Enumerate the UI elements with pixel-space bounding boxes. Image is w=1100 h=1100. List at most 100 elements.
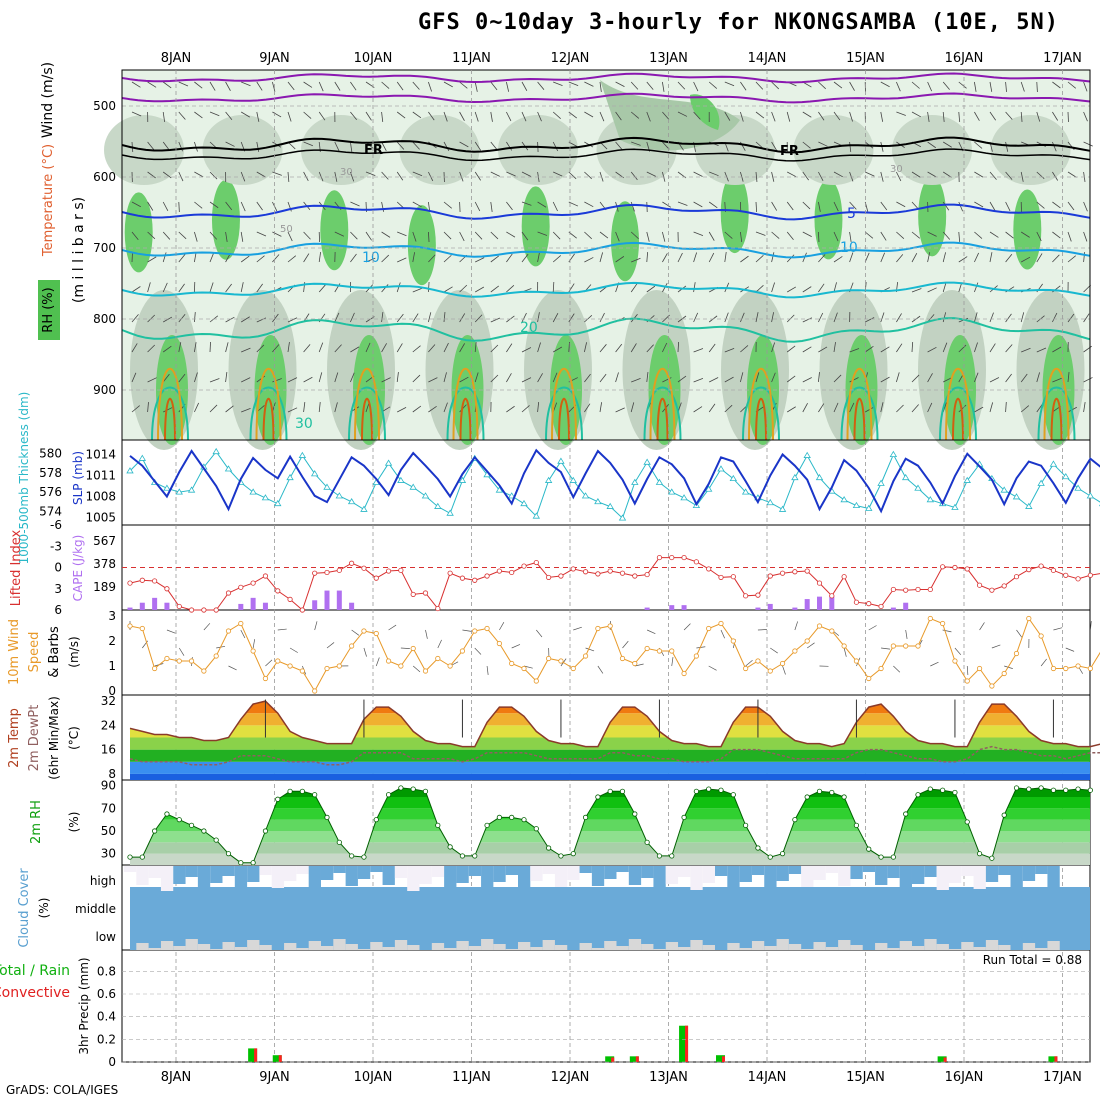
cloud-high-bar [604, 866, 617, 879]
cloud-low-bar [394, 940, 408, 950]
cloud-high-bar [764, 866, 777, 888]
wind10-barb [683, 623, 691, 631]
wind-barb [942, 342, 948, 353]
wind-barb [396, 81, 404, 91]
cloud-high-bar [394, 866, 408, 878]
temp-band [130, 761, 1090, 774]
precip-conv-bar [611, 1057, 615, 1062]
temp-tick: 32 [101, 694, 116, 708]
wind-barb [896, 372, 900, 383]
wind-barb [693, 231, 704, 236]
cloud-high-bar [284, 866, 297, 881]
wind10-barb [905, 629, 908, 639]
wind10-speed-line-marker [312, 688, 318, 694]
wind-barb [880, 252, 886, 263]
wind-barb [708, 252, 715, 263]
rh-line-marker [829, 789, 835, 796]
wind-barb [1052, 254, 1060, 263]
wind-barb [303, 111, 312, 119]
wind-barb [350, 81, 357, 91]
wind-barb [662, 111, 670, 120]
rh-line-marker [976, 851, 983, 857]
wind-barb [849, 231, 852, 242]
isotherm-30 [945, 368, 971, 441]
wind-barb [459, 81, 468, 89]
cloud-high-bar [247, 866, 260, 882]
cloud-low-bar [468, 946, 482, 950]
wind-barb [786, 345, 796, 353]
wind-barb [147, 201, 154, 211]
cloud-high-bar [444, 866, 457, 890]
wind-barb [771, 282, 775, 293]
wind-barb [474, 111, 479, 122]
date-label-top: 8JAN [161, 51, 192, 66]
wind-barb [303, 171, 309, 182]
wind-barb [318, 342, 324, 353]
wind10-barb [252, 639, 256, 649]
rh-line-marker [1075, 786, 1081, 792]
thickness-line-marker [212, 447, 220, 455]
wind-barb [147, 377, 157, 383]
thickness-line-marker [507, 492, 516, 499]
date-label-top: 9JAN [259, 51, 290, 66]
isotherm-30 [846, 368, 873, 441]
cloud-low-bar [727, 943, 740, 950]
cloud-low-bar [357, 949, 371, 950]
wind-barb [568, 81, 579, 86]
wind-barb [693, 252, 698, 263]
wind-barb [818, 346, 828, 353]
wind-barb [147, 256, 157, 263]
rh-line-marker [422, 788, 429, 794]
wind-barb [599, 373, 607, 383]
wind-barb [256, 317, 267, 323]
wind-barb [1052, 377, 1062, 383]
cloud-high-bar [776, 866, 789, 881]
wind-barb [553, 81, 563, 87]
wind-barb [833, 374, 842, 383]
cloud-high-bar [838, 866, 851, 886]
wind-barb [443, 81, 453, 88]
wind-barb [521, 111, 527, 122]
precip-conv-bar [943, 1057, 947, 1062]
wind-barb [942, 231, 951, 240]
wind-barb [256, 111, 260, 122]
wind-barb [241, 377, 251, 383]
wind-barb [942, 81, 950, 90]
wind-barb [833, 201, 839, 212]
thickness-line-marker [310, 470, 319, 477]
pressure-tick: 700 [93, 241, 116, 255]
wind-barb [381, 312, 384, 323]
thickness-line-marker [298, 451, 307, 458]
wind-barb [334, 402, 338, 413]
wind-barb [131, 372, 137, 383]
precip-total-bar [272, 1055, 282, 1062]
wind10-speed-line-marker [804, 638, 810, 644]
cloud-high-bar [370, 866, 383, 872]
wind10-speed-line-marker [1013, 650, 1020, 657]
cloud-high-bar [382, 866, 395, 885]
thickness-line-marker [963, 476, 971, 483]
cape-bar [164, 602, 170, 610]
wind-barb [474, 141, 481, 151]
wind-barb [942, 171, 952, 178]
wind-barb [942, 111, 945, 122]
panel-frame-precip [121, 949, 1091, 1063]
wind-barb [178, 342, 182, 353]
wind-barb [1036, 253, 1043, 263]
isotherm-30 [452, 368, 479, 441]
wind-barb [178, 283, 185, 293]
wind-barb [381, 201, 385, 212]
rh-line-marker [915, 792, 921, 798]
wind10-barb [499, 622, 505, 631]
thickness-line-marker [224, 465, 233, 472]
wind-barb [802, 403, 808, 413]
wind10-speed-line-marker [1087, 665, 1093, 672]
lifted-index-line-marker [422, 590, 429, 596]
wind-barb [989, 343, 996, 353]
wind-barb [521, 377, 532, 383]
cloud-low-bar [136, 943, 149, 950]
thickness-line-marker [852, 501, 861, 508]
wind-barb [537, 312, 540, 323]
rh-line-marker [767, 854, 773, 860]
wind-barb [1067, 372, 1070, 383]
